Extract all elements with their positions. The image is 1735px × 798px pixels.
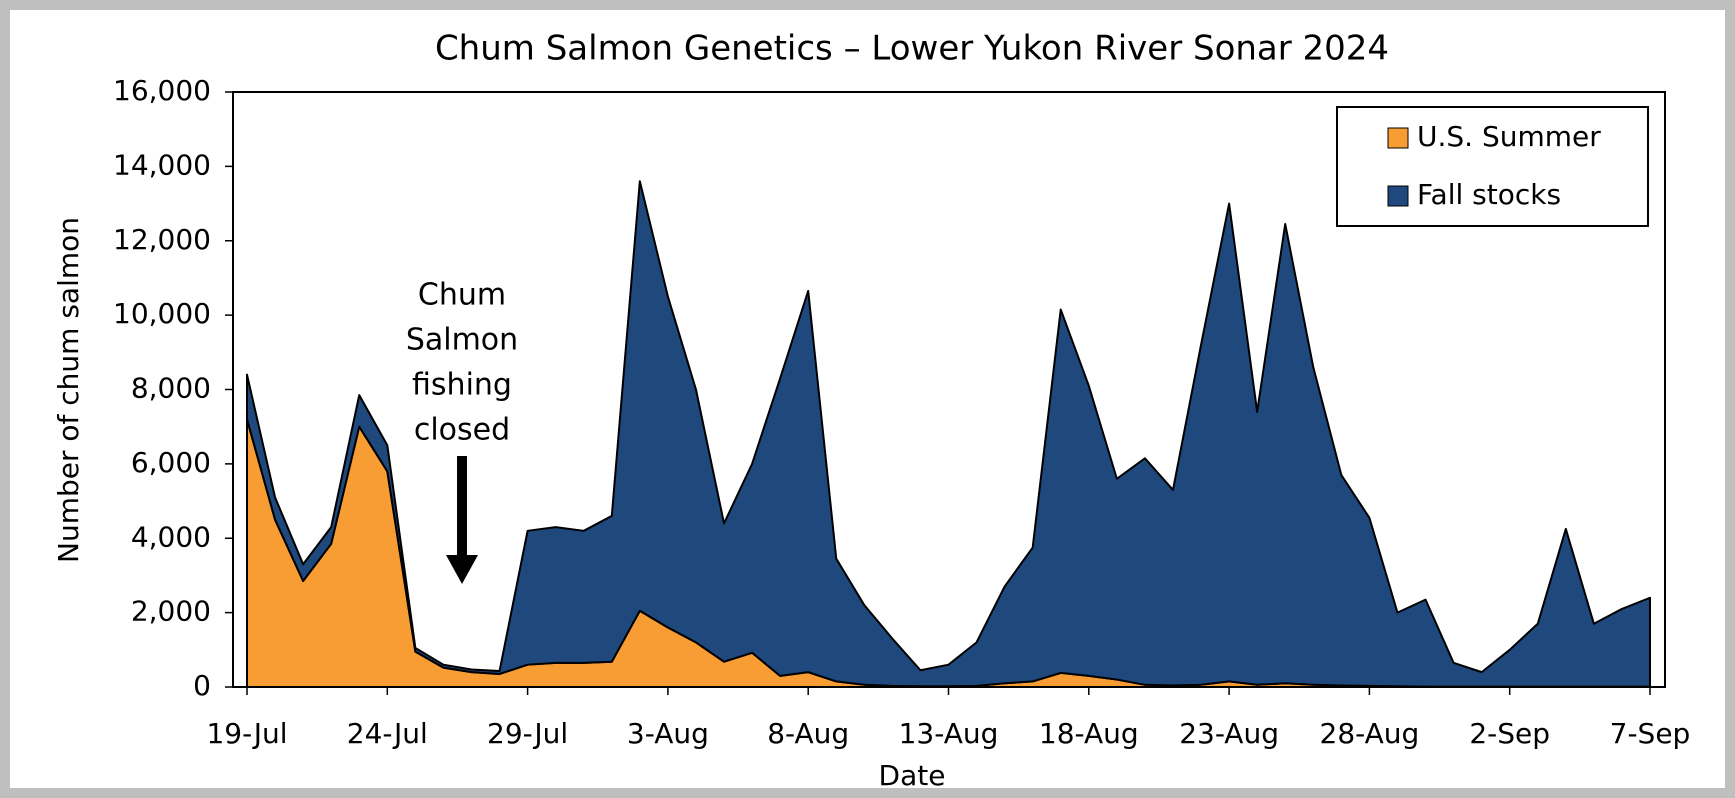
x-tick-label: 8-Aug (767, 717, 849, 750)
y-tick-label: 0 (193, 669, 211, 702)
y-tick-label: 8,000 (131, 372, 211, 405)
y-tick-label: 16,000 (113, 74, 211, 107)
annotation: closed (414, 413, 510, 448)
chart-title: Chum Salmon Genetics – Lower Yukon River… (435, 29, 1389, 69)
legend-swatch (1387, 185, 1409, 207)
y-tick-label: 12,000 (113, 223, 211, 256)
y-axis-title: Number of chum salmon (52, 217, 85, 563)
x-tick-label: 19-Jul (206, 717, 287, 750)
x-tick-label: 13-Aug (899, 717, 999, 750)
legend-label: U.S. Summer (1417, 120, 1601, 153)
x-tick-label: 2-Sep (1469, 717, 1550, 750)
x-tick-label: 29-Jul (487, 717, 568, 750)
legend-label: Fall stocks (1417, 178, 1561, 211)
x-tick-label: 7-Sep (1610, 717, 1691, 750)
y-tick-label: 2,000 (131, 595, 211, 628)
legend-swatch (1387, 127, 1409, 149)
x-tick-label: 3-Aug (627, 717, 709, 750)
x-tick-label: 18-Aug (1039, 717, 1139, 750)
y-tick-label: 6,000 (131, 446, 211, 479)
x-tick-label: 28-Aug (1320, 717, 1420, 750)
annotation: Chum (418, 278, 506, 313)
x-axis-title: Date (879, 759, 946, 792)
annotation: Salmon (406, 323, 518, 358)
annotation-arrow-head (446, 555, 478, 584)
y-tick-label: 14,000 (113, 148, 211, 181)
y-tick-label: 4,000 (131, 520, 211, 553)
annotation: fishing (412, 368, 512, 403)
x-tick-label: 24-Jul (347, 717, 428, 750)
y-tick-label: 10,000 (113, 297, 211, 330)
x-tick-label: 23-Aug (1179, 717, 1279, 750)
